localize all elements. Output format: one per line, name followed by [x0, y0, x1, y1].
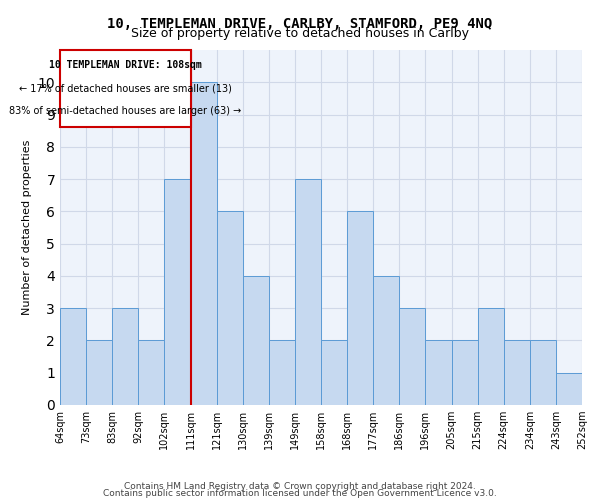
Bar — [217, 212, 243, 405]
Bar — [400, 308, 425, 405]
Bar — [530, 340, 556, 405]
Bar — [191, 82, 217, 405]
Bar — [242, 276, 269, 405]
Bar — [452, 340, 478, 405]
Text: 10 TEMPLEMAN DRIVE: 108sqm: 10 TEMPLEMAN DRIVE: 108sqm — [49, 60, 202, 70]
Text: Size of property relative to detached houses in Carlby: Size of property relative to detached ho… — [131, 28, 469, 40]
Bar — [269, 340, 295, 405]
Bar — [86, 340, 112, 405]
Text: Contains public sector information licensed under the Open Government Licence v3: Contains public sector information licen… — [103, 489, 497, 498]
Bar — [60, 308, 86, 405]
Text: 10, TEMPLEMAN DRIVE, CARLBY, STAMFORD, PE9 4NQ: 10, TEMPLEMAN DRIVE, CARLBY, STAMFORD, P… — [107, 18, 493, 32]
Bar — [373, 276, 400, 405]
Bar — [139, 340, 164, 405]
Text: Contains HM Land Registry data © Crown copyright and database right 2024.: Contains HM Land Registry data © Crown c… — [124, 482, 476, 491]
FancyBboxPatch shape — [60, 50, 191, 128]
Bar — [556, 372, 582, 405]
Bar — [321, 340, 347, 405]
Bar — [295, 179, 321, 405]
Bar — [347, 212, 373, 405]
Bar — [112, 308, 139, 405]
Y-axis label: Number of detached properties: Number of detached properties — [22, 140, 32, 315]
Text: ← 17% of detached houses are smaller (13): ← 17% of detached houses are smaller (13… — [19, 84, 232, 94]
Bar — [164, 179, 191, 405]
Text: 83% of semi-detached houses are larger (63) →: 83% of semi-detached houses are larger (… — [9, 106, 241, 117]
Bar — [478, 308, 504, 405]
Bar — [425, 340, 452, 405]
Bar — [504, 340, 530, 405]
